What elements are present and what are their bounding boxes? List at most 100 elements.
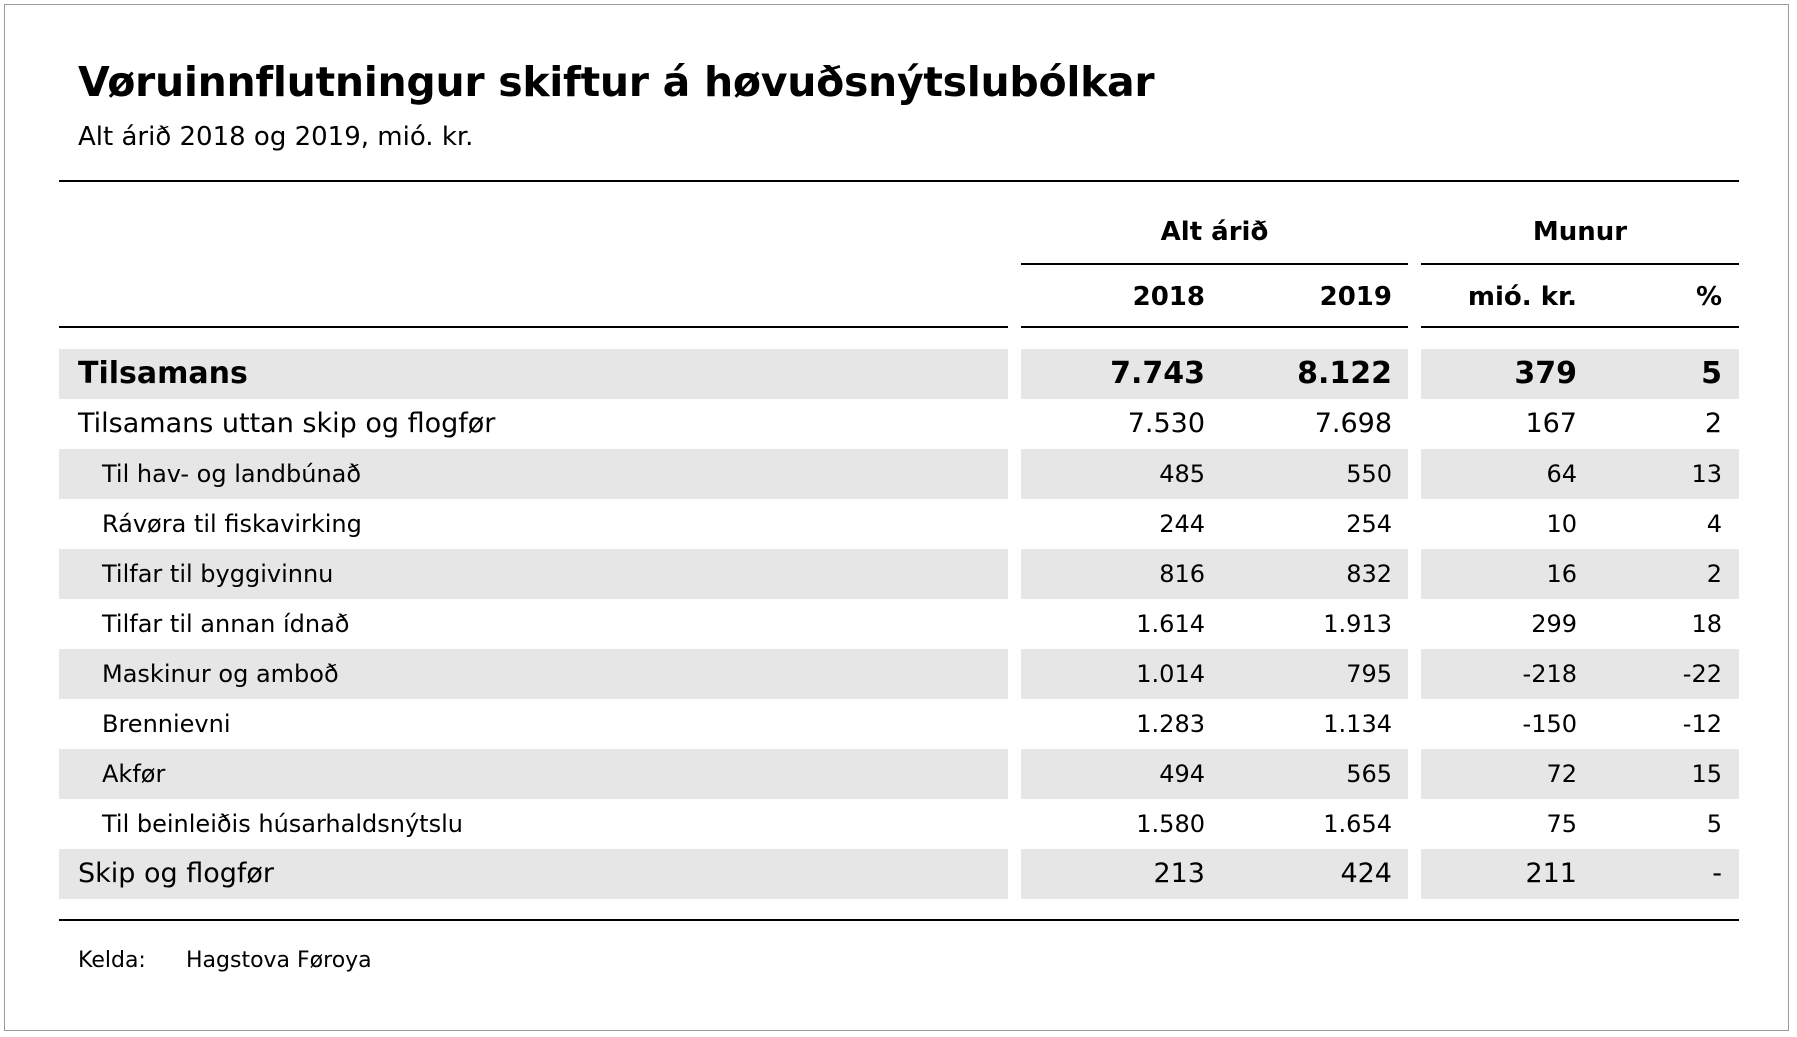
cell-2018: 7.743 <box>1110 356 1205 391</box>
header-col-pct: % <box>1695 282 1722 312</box>
page-title: Vøruinnflutningur skiftur á høvuðsnýtslu… <box>78 58 1155 106</box>
cell-diff: 16 <box>1546 560 1577 588</box>
cell-diff: 10 <box>1546 510 1577 538</box>
header-col-2018: 2018 <box>1132 282 1205 312</box>
header-rule-label <box>59 326 1008 328</box>
table-row: Rávøra til fiskavirking 244 254 10 4 <box>0 499 1797 549</box>
table-frame <box>4 4 1789 1031</box>
row-band <box>1021 749 1408 799</box>
row-band <box>59 649 1008 699</box>
cell-pct: 5 <box>1706 810 1722 838</box>
row-band <box>59 449 1008 499</box>
cell-diff: 72 <box>1546 760 1577 788</box>
cell-diff: 167 <box>1525 408 1577 439</box>
row-label: Maskinur og amboð <box>102 660 339 688</box>
cell-2018: 1.014 <box>1136 660 1205 688</box>
header-col-2019: 2019 <box>1319 282 1392 312</box>
row-band <box>1021 549 1408 599</box>
cell-2019: 832 <box>1346 560 1392 588</box>
cell-2018: 213 <box>1153 858 1205 889</box>
cell-2018: 244 <box>1159 510 1205 538</box>
row-label: Brennievni <box>102 710 231 738</box>
cell-2019: 795 <box>1346 660 1392 688</box>
cell-diff: 299 <box>1531 610 1577 638</box>
table-row: Tilfar til byggivinnu 816 832 16 2 <box>0 549 1797 599</box>
cell-2018: 485 <box>1159 460 1205 488</box>
group-rule-alt-arid <box>1021 263 1408 265</box>
source-value: Hagstova Føroya <box>186 948 372 973</box>
cell-2019: 254 <box>1346 510 1392 538</box>
cell-2019: 424 <box>1340 858 1392 889</box>
cell-pct: - <box>1712 858 1722 889</box>
row-label: Tilsamans <box>78 356 248 391</box>
cell-pct: 2 <box>1704 408 1722 439</box>
table-row: Akfør 494 565 72 15 <box>0 749 1797 799</box>
row-label: Rávøra til fiskavirking <box>102 510 362 538</box>
cell-diff: -218 <box>1522 660 1577 688</box>
row-band <box>1021 449 1408 499</box>
row-label: Skip og flogfør <box>78 858 275 889</box>
cell-diff: -150 <box>1522 710 1577 738</box>
cell-pct: -22 <box>1682 660 1722 688</box>
cell-2018: 1.580 <box>1136 810 1205 838</box>
row-label: Tilsamans uttan skip og flogfør <box>78 408 496 439</box>
cell-diff: 211 <box>1525 858 1577 889</box>
row-band <box>1421 449 1739 499</box>
top-rule <box>59 180 1739 182</box>
cell-pct: 4 <box>1706 510 1722 538</box>
row-label: Til hav- og landbúnað <box>102 460 362 488</box>
row-band <box>1421 749 1739 799</box>
page-subtitle: Alt árið 2018 og 2019, mió. kr. <box>78 122 474 152</box>
row-band <box>1021 349 1408 399</box>
row-band <box>1021 849 1408 899</box>
cell-diff: 379 <box>1514 356 1577 391</box>
cell-2019: 550 <box>1346 460 1392 488</box>
row-band <box>59 849 1008 899</box>
table-row: Til beinleiðis húsarhaldsnýtslu 1.580 1.65… <box>0 799 1797 849</box>
header-group-munur: Munur <box>1532 217 1628 247</box>
cell-pct: 15 <box>1691 760 1722 788</box>
cell-2018: 1.614 <box>1136 610 1205 638</box>
bottom-rule <box>59 919 1739 921</box>
row-band <box>1421 849 1739 899</box>
row-band <box>59 549 1008 599</box>
table-row: Til hav- og landbúnað 485 550 64 13 <box>0 449 1797 499</box>
source-label: Kelda: <box>78 948 146 973</box>
cell-2019: 1.654 <box>1323 810 1392 838</box>
row-band <box>1421 549 1739 599</box>
group-rule-munur <box>1421 263 1739 265</box>
table-row: Tilfar til annan ídnað 1.614 1.913 299 18 <box>0 599 1797 649</box>
cell-pct: -12 <box>1682 710 1722 738</box>
cell-2019: 8.122 <box>1297 356 1392 391</box>
cell-pct: 5 <box>1701 356 1722 391</box>
table-row: Tilsamans 7.743 8.122 379 5 <box>0 349 1797 399</box>
row-band <box>1421 349 1739 399</box>
row-band <box>1421 649 1739 699</box>
cell-pct: 2 <box>1706 560 1722 588</box>
cell-2018: 494 <box>1159 760 1205 788</box>
cell-2018: 816 <box>1159 560 1205 588</box>
table-row: Tilsamans uttan skip og flogfør 7.530 7.69… <box>0 399 1797 449</box>
header-rule-alt-arid <box>1021 326 1408 328</box>
cell-2018: 1.283 <box>1136 710 1205 738</box>
header-group-alt-arid: Alt árið <box>1160 217 1269 247</box>
row-band <box>59 349 1008 399</box>
row-band <box>1021 649 1408 699</box>
row-label: Akfør <box>102 760 166 788</box>
header-col-diff: mió. kr. <box>1467 282 1577 312</box>
cell-diff: 75 <box>1546 810 1577 838</box>
table-row: Skip og flogfør 213 424 211 - <box>0 849 1797 899</box>
row-label: Tilfar til annan ídnað <box>102 610 350 638</box>
cell-2019: 1.913 <box>1323 610 1392 638</box>
cell-2019: 1.134 <box>1323 710 1392 738</box>
cell-2019: 565 <box>1346 760 1392 788</box>
table-row: Brennievni 1.283 1.134 -150 -12 <box>0 699 1797 749</box>
cell-diff: 64 <box>1546 460 1577 488</box>
cell-2019: 7.698 <box>1314 408 1392 439</box>
cell-pct: 18 <box>1691 610 1722 638</box>
cell-2018: 7.530 <box>1127 408 1205 439</box>
row-label: Til beinleiðis húsarhaldsnýtslu <box>102 810 463 838</box>
row-label: Tilfar til byggivinnu <box>102 560 334 588</box>
row-band <box>59 749 1008 799</box>
table-row: Maskinur og amboð 1.014 795 -218 -22 <box>0 649 1797 699</box>
